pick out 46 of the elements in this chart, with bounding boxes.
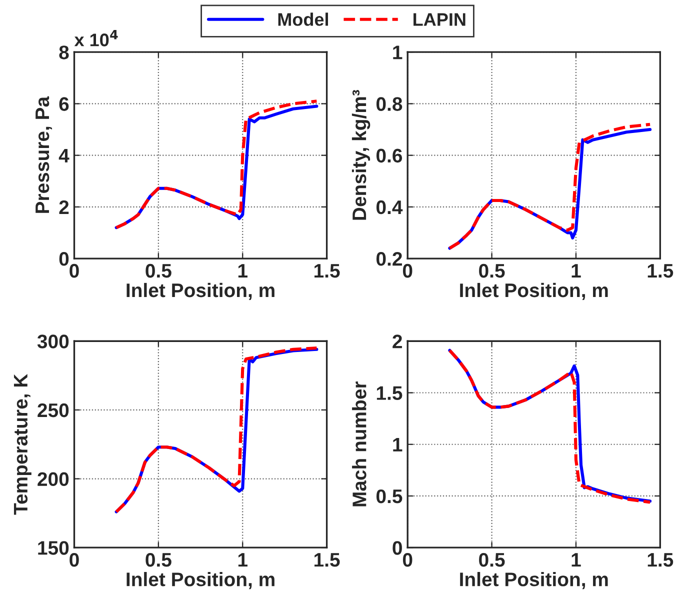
- legend-label: Model: [278, 12, 328, 26]
- y-tick-label: 2: [392, 334, 402, 348]
- y-tick-label: 250: [38, 403, 69, 418]
- y-tick-label: 1: [393, 438, 402, 452]
- y-tick-label: 8: [59, 46, 69, 60]
- x-tick-label: 1: [572, 553, 581, 567]
- x-tick-label: 0.5: [146, 264, 172, 278]
- x-tick-label: 0.5: [146, 552, 172, 567]
- y-tick-label: 4: [58, 148, 70, 162]
- x-tick-label: 0: [70, 264, 79, 278]
- y-tick-label: 150: [38, 541, 69, 555]
- y-tick-label: 0.6: [376, 148, 402, 163]
- text: x 10$^{4}$: [74, 30, 118, 46]
- x-axis-title: Inlet Position, m: [460, 282, 608, 300]
- y-tick-label: 0.5: [376, 489, 402, 504]
- y-axis-title: Temperature, K: [14, 374, 32, 515]
- y-tick-label: 2: [59, 200, 69, 214]
- y-tick-label: 0: [59, 252, 69, 266]
- y-axis-title: Density, kg/m³: [352, 90, 370, 220]
- y-tick-label: 200: [38, 472, 69, 486]
- x-tick-label: 1.5: [648, 553, 674, 567]
- x-tick-label: 1.5: [648, 264, 674, 278]
- legend-label: LAPIN: [414, 13, 466, 26]
- x-axis-title: Inlet Position, m: [460, 572, 608, 590]
- x-tick-label: 0.5: [479, 552, 505, 567]
- y-tick-label: 0.8: [376, 97, 402, 111]
- y-axis-title: Pressure, Pa: [36, 96, 52, 213]
- y-tick-label: 300: [37, 334, 69, 348]
- x-tick-label: 0: [70, 552, 79, 567]
- x-tick-label: 0: [402, 552, 412, 567]
- y-tick-label: 0.4: [376, 200, 403, 214]
- x-tick-label: 0.5: [479, 264, 505, 278]
- x-tick-label: 0: [402, 264, 412, 278]
- y-tick-label: 6: [59, 97, 69, 111]
- x-axis-title: Inlet Position, m: [126, 282, 274, 300]
- y-tick-label: 1.5: [376, 386, 402, 400]
- y-tick-label: 0: [392, 541, 402, 555]
- x-tick-label: 1: [238, 553, 248, 567]
- x-tick-label: 1: [238, 264, 248, 278]
- y-tick-label: 1: [393, 46, 402, 60]
- y-axis-title: Mach number: [352, 381, 366, 506]
- x-tick-label: 1: [572, 264, 581, 278]
- x-axis-title: Inlet Position, m: [126, 572, 274, 590]
- x-tick-label: 1.5: [314, 553, 340, 567]
- x-tick-label: 1.5: [314, 264, 340, 278]
- y-tick-label: 0.2: [376, 252, 402, 266]
